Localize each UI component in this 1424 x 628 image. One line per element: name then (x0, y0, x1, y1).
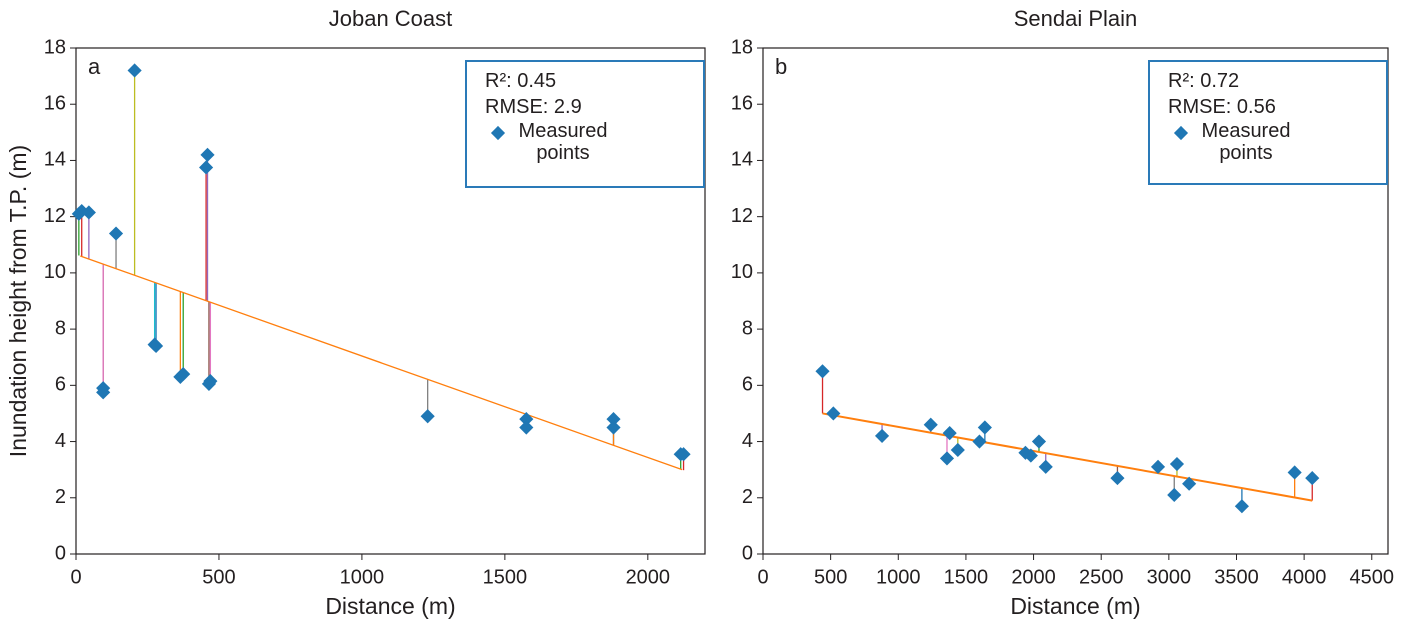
data-point (815, 364, 830, 379)
x-tick-label: 4000 (1282, 566, 1327, 588)
y-tick-label: 10 (44, 261, 66, 283)
legend: R²: 0.72 RMSE: 0.56 Measured points (1148, 60, 1388, 185)
x-axis-label: Distance (m) (1010, 593, 1140, 619)
data-point (606, 420, 621, 435)
x-tick-label: 1500 (483, 566, 528, 588)
data-point (127, 63, 142, 78)
chart-title: Joban Coast (329, 6, 453, 31)
data-point (1110, 471, 1125, 486)
y-tick-label: 6 (55, 374, 66, 396)
data-point (606, 411, 621, 427)
legend: R²: 0.45 RMSE: 2.9 Measured points (465, 60, 705, 188)
x-tick-label: 1000 (876, 566, 921, 588)
chart-title: Sendai Plain (1014, 6, 1138, 31)
data-point (96, 385, 111, 400)
y-tick-label: 8 (55, 317, 66, 339)
y-tick-label: 4 (55, 430, 66, 452)
x-tick-label: 2000 (626, 566, 671, 588)
stat-text: R²: 0.45 (485, 70, 557, 92)
legend-item: Measured points (485, 120, 703, 164)
data-point (176, 367, 191, 382)
stat-text: RMSE: 2.9 (485, 96, 582, 118)
data-point (1023, 448, 1038, 463)
data-point (1305, 471, 1320, 486)
data-point (519, 411, 534, 427)
data-point (148, 338, 164, 354)
legend-swatch (490, 125, 506, 141)
x-tick-label: 1000 (340, 566, 385, 588)
data-point (203, 374, 218, 389)
data-point (1038, 459, 1053, 474)
x-tick-label: 2500 (1079, 566, 1124, 588)
legend-label: Measured points (518, 120, 608, 164)
y-tick-label: 2 (742, 486, 753, 508)
y-tick-label: 0 (742, 542, 753, 564)
legend-label: Measured points (1201, 120, 1291, 164)
x-tick-label: 0 (757, 566, 768, 588)
data-point (1182, 476, 1197, 491)
data-point (923, 417, 938, 432)
fit-line (80, 255, 683, 471)
x-tick-label: 500 (202, 566, 235, 588)
y-tick-label: 18 (731, 36, 753, 58)
y-axis-label: Inundation height from T.P. (m) (5, 145, 31, 457)
x-tick-label: 4500 (1350, 566, 1395, 588)
y-tick-label: 14 (44, 149, 66, 171)
y-tick-label: 8 (742, 317, 753, 339)
data-point (874, 428, 890, 444)
data-point (1031, 434, 1047, 449)
y-tick-label: 12 (731, 205, 753, 227)
legend-item: Measured points (1168, 120, 1386, 164)
stat-text: R²: 0.72 (1168, 70, 1240, 92)
stat-text: RMSE: 0.56 (1168, 96, 1276, 118)
y-tick-label: 10 (731, 261, 753, 283)
data-point (200, 147, 215, 162)
data-point (108, 226, 124, 241)
data-point (826, 406, 841, 421)
y-tick-label: 6 (742, 374, 753, 396)
fit-line (822, 412, 1313, 502)
x-tick-label: 0 (70, 566, 81, 588)
data-point (1234, 499, 1249, 514)
x-tick-label: 3500 (1214, 566, 1259, 588)
data-point (939, 451, 955, 466)
y-tick-label: 2 (55, 486, 66, 508)
data-point (942, 426, 957, 441)
data-point (972, 434, 987, 449)
y-tick-label: 16 (44, 93, 66, 115)
plot-frame (762, 47, 1389, 555)
y-tick-label: 0 (55, 542, 66, 564)
plot-frame (75, 47, 706, 555)
panel-label: a (88, 54, 101, 79)
legend-swatch (1173, 125, 1189, 141)
y-tick-label: 4 (742, 430, 753, 452)
data-point (1167, 487, 1182, 503)
data-point (199, 160, 214, 175)
data-point (1150, 459, 1166, 474)
x-tick-label: 500 (814, 566, 847, 588)
panel-label: b (775, 54, 787, 79)
x-tick-label: 3000 (1147, 566, 1192, 588)
y-tick-label: 18 (44, 36, 66, 58)
x-axis-label: Distance (m) (325, 593, 455, 619)
data-point (1169, 456, 1185, 472)
data-point (519, 420, 534, 435)
data-point (977, 420, 992, 435)
y-tick-label: 16 (731, 93, 753, 115)
x-tick-label: 2000 (1011, 566, 1056, 588)
data-point (676, 447, 691, 462)
y-tick-label: 14 (731, 149, 753, 171)
x-tick-label: 1500 (944, 566, 989, 588)
data-point (1287, 465, 1302, 480)
data-point (420, 409, 435, 424)
data-point (950, 442, 965, 458)
y-tick-label: 12 (44, 205, 66, 227)
